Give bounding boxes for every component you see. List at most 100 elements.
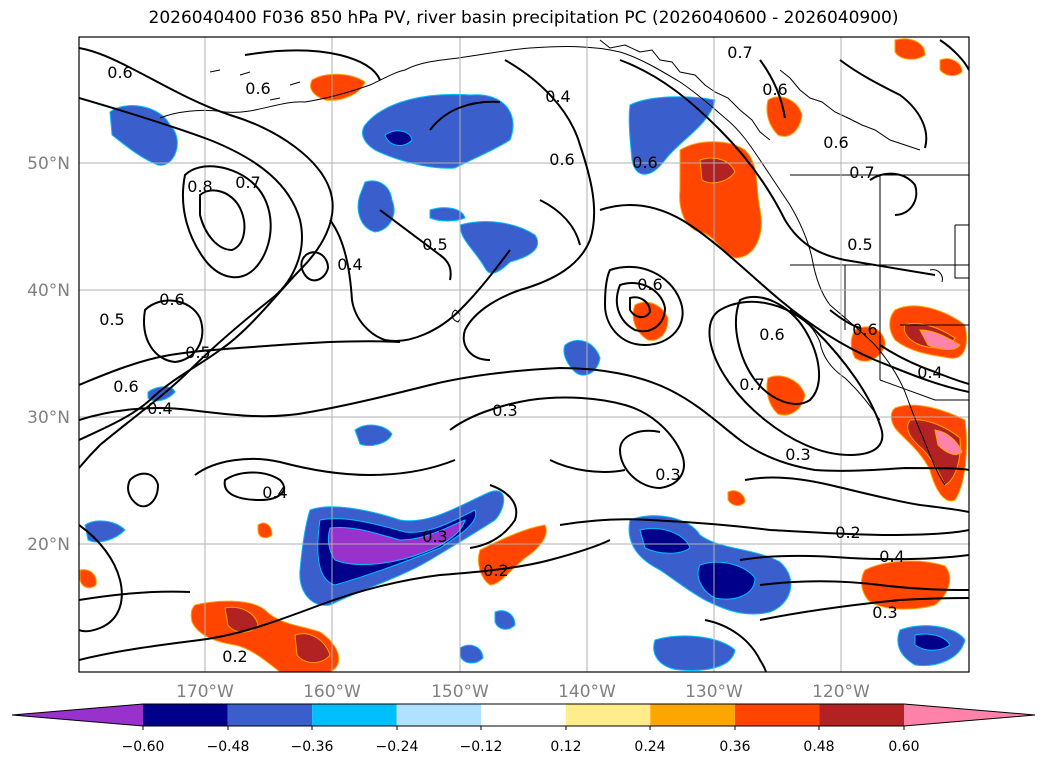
pv-contours (79, 39, 969, 672)
contour-label: 0.4 (545, 87, 570, 106)
blue-region (327, 519, 466, 566)
longitude-labels: 170°W 160°W 150°W 140°W 130°W 120°W (176, 682, 870, 702)
contour-label: 0.3 (422, 527, 447, 546)
contour-label: 0.7 (849, 163, 874, 182)
blue-region (357, 180, 395, 233)
red-region (766, 375, 806, 416)
blue-region (362, 93, 514, 169)
colorbar-segment (481, 704, 566, 726)
red-region (224, 606, 259, 633)
colorbar-ticks (142, 726, 905, 730)
red-region (934, 429, 963, 455)
blue-region (384, 130, 413, 146)
colorbar-segment (12, 704, 143, 726)
red-region (294, 633, 331, 663)
colorbar: −0.60 −0.48 −0.36 −0.24 −0.12 0.12 0.24 … (11, 703, 1036, 755)
contour-label: 0.3 (785, 445, 810, 464)
colorbar-tick-label: −0.36 (291, 739, 334, 755)
contour-label: 0.5 (99, 310, 124, 329)
lat-label: 30°N (27, 408, 70, 428)
colorbar-segment (904, 704, 1035, 726)
colorbar-tick-label: 0.48 (803, 739, 834, 755)
contour-label: 0.4 (879, 547, 904, 566)
blue-region (914, 633, 951, 651)
blue-region (653, 635, 736, 671)
lon-label: 160°W (303, 682, 361, 702)
contour-labels: 0.6 0.6 0.7 0.6 0.4 0.6 0.8 0.7 0.4 0.5 … (99, 43, 942, 666)
contour-label: 0.6 (113, 377, 138, 396)
contour-label: 0.6 (759, 325, 784, 344)
colorbar-tick-label: −0.60 (122, 739, 165, 755)
contour-label: 0.5 (847, 235, 872, 254)
red-region (727, 490, 746, 507)
colorbar-segment (734, 704, 820, 726)
contour-label: 0.3 (492, 401, 517, 420)
map-border (78, 36, 970, 673)
blue-region (84, 520, 126, 543)
contour-label: 0.6 (632, 153, 657, 172)
lat-label: 50°N (27, 154, 70, 174)
colorbar-segment (143, 704, 228, 726)
blue-region (563, 340, 601, 376)
contour-label: 0.3 (655, 465, 680, 484)
lon-label: 150°W (431, 682, 489, 702)
blue-region (354, 424, 393, 447)
lon-label: 170°W (176, 682, 234, 702)
contour-label: 0.7 (727, 43, 752, 62)
colorbar-tick-label: −0.48 (207, 739, 250, 755)
red-region (257, 522, 273, 539)
contour-label: 0.6 (107, 63, 132, 82)
contour-label: 0.3 (872, 603, 897, 622)
contour-label: 0.2 (835, 523, 860, 542)
colorbar-segment (396, 704, 482, 726)
lat-label: 40°N (27, 281, 70, 301)
lon-label: 130°W (685, 682, 743, 702)
colorbar-segment (227, 704, 313, 726)
contour-label: 0.6 (637, 275, 662, 294)
colorbar-tick-label: −0.12 (460, 739, 503, 755)
contour-label: 0.7 (235, 173, 260, 192)
red-region (939, 58, 963, 77)
contour-label: 0.6 (549, 150, 574, 169)
contour-label: 0.5 (422, 235, 447, 254)
lon-label: 140°W (558, 682, 616, 702)
negative-precip-regions (84, 93, 966, 671)
lat-label: 20°N (27, 535, 70, 555)
blue-region (639, 528, 691, 554)
contour-label: 0.2 (483, 561, 508, 580)
contour-label: 0.6 (823, 133, 848, 152)
colorbar-segment (312, 704, 397, 726)
contour-label: 0.4 (147, 399, 172, 418)
contour-label: 0.6 (245, 79, 270, 98)
red-region (79, 569, 97, 589)
colorbar-tick-label: 0.60 (888, 739, 919, 755)
colorbar-segment (650, 704, 735, 726)
red-region (861, 560, 951, 610)
contour-label: 0.6 (852, 320, 877, 339)
blue-region (109, 105, 178, 166)
blue-region (429, 207, 466, 222)
blue-region (459, 221, 538, 274)
colorbar-tick-labels: −0.60 −0.48 −0.36 −0.24 −0.12 0.12 0.24 … (122, 739, 920, 755)
red-region (310, 73, 366, 101)
contour-label: 0.2 (222, 647, 247, 666)
red-region (679, 141, 762, 259)
map-title: 2026040400 F036 850 hPa PV, river basin … (148, 8, 899, 28)
blue-region (697, 561, 756, 600)
colorbar-tick-label: −0.24 (376, 739, 419, 755)
contour-label: 0.6 (762, 80, 787, 99)
red-region (894, 38, 926, 60)
colorbar-segment (565, 704, 651, 726)
colorbar-segment (819, 704, 904, 726)
lon-label: 120°W (812, 682, 870, 702)
latitude-labels: 50°N 40°N 30°N 20°N (27, 154, 70, 555)
red-region (919, 329, 961, 350)
contour-label: 0.7 (739, 375, 764, 394)
colorbar-tick-label: 0.24 (634, 739, 665, 755)
colorbar-tick-label: 0.36 (719, 739, 750, 755)
blue-region (459, 644, 484, 664)
colorbar-segments (11, 703, 1036, 727)
contour-label: 0.8 (187, 177, 212, 196)
blue-region (494, 610, 516, 630)
